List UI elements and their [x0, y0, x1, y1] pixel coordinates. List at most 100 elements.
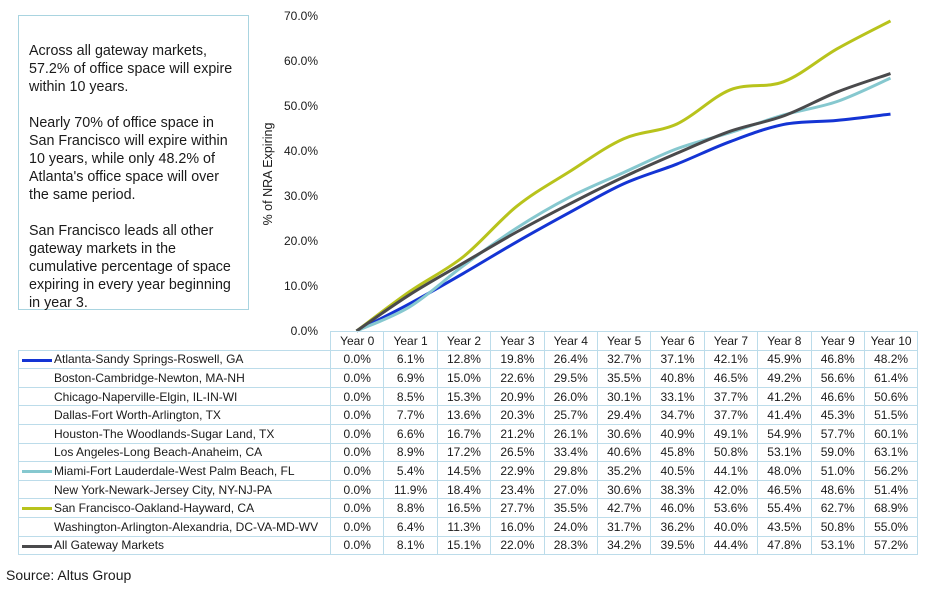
data-label: 55.4%: [757, 498, 812, 518]
data-label: 38.3%: [650, 479, 705, 500]
data-label: 22.9%: [490, 461, 545, 481]
data-label: 6.6%: [383, 423, 438, 444]
table-row: San Francisco-Oakland-Hayward, CA 0.0% 8.8…: [18, 498, 919, 518]
data-label: 42.0%: [703, 479, 759, 500]
x-tick-label: Year 3: [490, 331, 545, 351]
data-label: 0.0%: [329, 423, 385, 444]
x-tick-label: Year 8: [757, 331, 812, 351]
x-tick-label: Year 0: [329, 331, 385, 351]
data-label: 43.5%: [757, 516, 812, 537]
data-label: 16.0%: [490, 516, 545, 537]
legend-entry: Houston-The Woodlands-Sugar Land, TX: [18, 423, 331, 444]
data-label: 37.7%: [703, 405, 759, 425]
legend-key: [22, 358, 52, 362]
data-label: 33.4%: [543, 442, 598, 463]
data-label: 32.7%: [596, 349, 652, 370]
data-label: 16.5%: [436, 498, 492, 518]
data-label: 40.9%: [650, 423, 705, 444]
table-row: Houston-The Woodlands-Sugar Land, TX 0.0%…: [18, 423, 919, 444]
data-label: 29.4%: [596, 405, 652, 425]
x-tick-label: Year 1: [383, 331, 438, 351]
data-label: 0.0%: [329, 479, 385, 500]
data-label: 24.0%: [543, 516, 598, 537]
data-label: 45.8%: [650, 442, 705, 463]
legend-entry: All Gateway Markets: [18, 535, 331, 556]
data-label: 0.0%: [329, 461, 385, 481]
data-label: 25.7%: [543, 405, 598, 425]
table-row: New York-Newark-Jersey City, NY-NJ-PA 0.0…: [18, 479, 919, 500]
data-label: 8.9%: [383, 442, 438, 463]
legend-label: Houston-The Woodlands-Sugar Land, TX: [54, 426, 275, 441]
table-row: Los Angeles-Long Beach-Anaheim, CA 0.0% 8.…: [18, 442, 919, 463]
legend-key: [22, 507, 52, 511]
commentary-paragraph: Nearly 70% of office space in San Franci…: [29, 115, 228, 203]
legend-entry: New York-Newark-Jersey City, NY-NJ-PA: [18, 479, 331, 500]
y-tick-label: 10.0%: [284, 279, 318, 293]
y-axis: 0.0%10.0%20.0%30.0%40.0%50.0%60.0%70.0%: [284, 9, 318, 338]
data-label: 15.1%: [436, 535, 492, 556]
data-label: 46.5%: [757, 479, 812, 500]
data-label: 33.1%: [650, 386, 705, 407]
data-label: 45.3%: [810, 405, 865, 425]
data-label: 14.5%: [436, 461, 492, 481]
y-axis-label: % of NRA Expiring: [261, 123, 275, 226]
data-label: 49.2%: [757, 368, 812, 388]
data-label: 7.7%: [383, 405, 438, 425]
data-label: 30.6%: [596, 479, 652, 500]
data-label: 23.4%: [490, 479, 545, 500]
data-label: 26.4%: [543, 349, 598, 370]
data-label: 11.3%: [436, 516, 492, 537]
y-tick-label: 70.0%: [284, 9, 318, 23]
data-label: 62.7%: [810, 498, 865, 518]
data-label: 54.9%: [757, 423, 812, 444]
x-tick-label: Year 2: [436, 331, 492, 351]
data-label: 48.0%: [757, 461, 812, 481]
data-label: 29.5%: [543, 368, 598, 388]
data-label: 40.5%: [650, 461, 705, 481]
data-label: 22.6%: [490, 368, 545, 388]
data-label: 42.1%: [703, 349, 759, 370]
table-row: Miami-Fort Lauderdale-West Palm Beach, F…: [18, 461, 919, 481]
data-label: 50.8%: [810, 516, 865, 537]
data-label: 5.4%: [383, 461, 438, 481]
table-row: Dallas-Fort Worth-Arlington, TX 0.0% 7.7% 1…: [18, 405, 919, 425]
data-label: 12.8%: [436, 349, 492, 370]
data-label: 48.2%: [863, 349, 919, 370]
legend-label: Miami-Fort Lauderdale-West Palm Beach, F…: [54, 463, 295, 478]
data-label: 63.1%: [863, 442, 919, 463]
data-label: 41.2%: [757, 386, 812, 407]
legend-entry: San Francisco-Oakland-Hayward, CA: [18, 498, 331, 518]
data-label: 8.1%: [383, 535, 438, 556]
data-label: 0.0%: [329, 386, 385, 407]
series-line-8: [355, 19, 892, 333]
data-label: 53.6%: [703, 498, 759, 518]
data-label: 42.7%: [596, 498, 652, 518]
data-label: 37.7%: [703, 386, 759, 407]
data-label: 37.1%: [650, 349, 705, 370]
data-label: 46.5%: [703, 368, 759, 388]
source-note: Source: Altus Group: [6, 567, 132, 583]
data-label: 30.1%: [596, 386, 652, 407]
data-label: 15.0%: [436, 368, 492, 388]
legend-entry: Miami-Fort Lauderdale-West Palm Beach, F…: [18, 461, 331, 481]
table-row: Boston-Cambridge-Newton, MA-NH 0.0% 6.9% 15…: [18, 368, 919, 388]
x-tick-label: Year 4: [543, 331, 598, 351]
data-table: Year 0 Year 1 Year 2 Year 3 Year 4 Year 5 Year…: [18, 331, 919, 556]
data-label: 8.8%: [383, 498, 438, 518]
legend-key: [22, 544, 52, 548]
data-label: 45.9%: [757, 349, 812, 370]
legend-entry: Chicago-Naperville-Elgin, IL-IN-WI: [18, 386, 331, 407]
data-label: 15.3%: [436, 386, 492, 407]
data-label: 0.0%: [329, 498, 385, 518]
data-label: 51.0%: [810, 461, 865, 481]
x-tick-label: Year 6: [650, 331, 705, 351]
legend-entry: Atlanta-Sandy Springs-Roswell, GA: [18, 349, 331, 370]
data-label: 68.9%: [863, 498, 919, 518]
data-label: 47.8%: [757, 535, 812, 556]
legend-key: [22, 470, 52, 474]
data-label: 18.4%: [436, 479, 492, 500]
data-label: 0.0%: [329, 405, 385, 425]
data-label: 26.1%: [543, 423, 598, 444]
data-label: 31.7%: [596, 516, 652, 537]
legend-entry: Dallas-Fort Worth-Arlington, TX: [18, 405, 331, 425]
